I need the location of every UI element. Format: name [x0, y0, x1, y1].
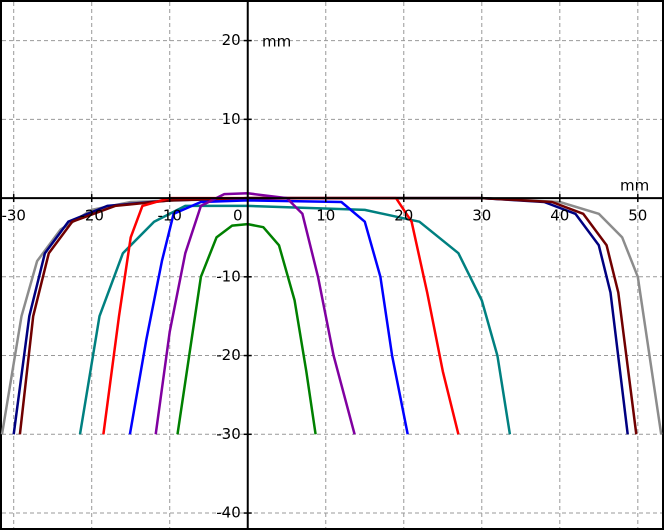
- x-tick-label: 0: [233, 207, 243, 225]
- y-tick-label: 10: [222, 110, 241, 128]
- x-tick-label: -10: [157, 207, 182, 225]
- x-tick-label: 50: [628, 207, 647, 225]
- x-tick-label: -30: [1, 207, 26, 225]
- y-tick-label: -30: [216, 425, 241, 443]
- y-tick-label: -20: [216, 346, 241, 364]
- y-tick-label: 20: [222, 31, 241, 49]
- x-tick-label: -20: [79, 207, 104, 225]
- data-line: [78, 204, 512, 435]
- x-tick-label: 30: [472, 207, 491, 225]
- x-axis-label: mm: [620, 177, 649, 195]
- y-tick-label: -10: [216, 267, 241, 285]
- x-tick-label: 40: [550, 207, 569, 225]
- x-tick-label: 20: [394, 207, 413, 225]
- x-tick-label: 10: [316, 207, 335, 225]
- y-tick-label: -40: [216, 504, 241, 522]
- y-axis-label: mm: [262, 33, 291, 51]
